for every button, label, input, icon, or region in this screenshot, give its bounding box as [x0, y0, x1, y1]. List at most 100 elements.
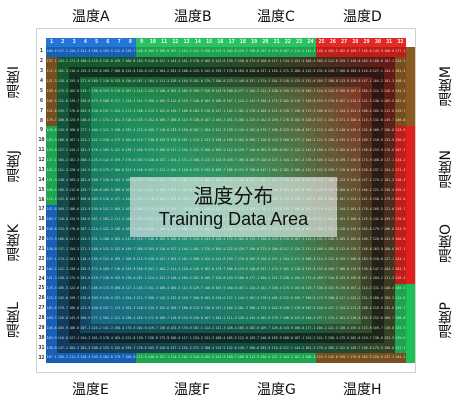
grid-cell: 186.8 [124, 254, 136, 265]
grid-cell: 106.8 [68, 303, 80, 314]
grid-cell: 107.1 [282, 145, 294, 156]
grid-cell: 154.2 [338, 303, 350, 314]
row-number: 14 [37, 175, 46, 186]
grid-cell: 161.3 [293, 155, 305, 166]
grid-cell: 178.4 [46, 284, 58, 294]
grid-cell: 123.9 [136, 353, 148, 363]
grid-cell: 149.7 [394, 303, 406, 314]
row-number: 18 [37, 214, 46, 225]
grid-cell: 176.8 [293, 303, 305, 314]
grid-cell: 111.3 [158, 76, 170, 87]
grid-cell: 148.4 [372, 96, 384, 107]
right-edge-cell [406, 343, 415, 354]
grid-cell: 129.7 [136, 234, 148, 245]
grid-cell: 119.7 [136, 135, 148, 146]
grid-cell: 149.7 [338, 254, 350, 265]
grid-cell: 137.1 [46, 56, 58, 67]
grid-cell: 102.6 [226, 47, 238, 57]
grid-cell: 155.5 [136, 313, 148, 324]
column-number: 23 [293, 38, 305, 47]
grid-cell: 151.3 [349, 106, 361, 117]
grid-cell: 147.1 [361, 76, 373, 87]
grid-cell: 158.4 [46, 86, 58, 97]
grid-cell: 128.4 [169, 76, 181, 87]
grid-cell: 188.4 [147, 293, 159, 304]
grid-cell: 119.7 [361, 333, 373, 344]
grid-cell: 186.8 [394, 313, 406, 324]
bottom-edge-cell [181, 363, 193, 372]
grid-cell: 124.2 [181, 47, 193, 57]
grid-cell: 131.3 [372, 284, 384, 294]
grid-cell: 140.0 [248, 264, 260, 275]
grid-cell: 147.1 [102, 205, 114, 215]
grid-cell: 127.1 [214, 106, 226, 117]
grid-cell: 143.9 [372, 47, 384, 57]
grid-cell: 128.4 [338, 224, 350, 235]
grid-cell: 119.7 [293, 96, 305, 107]
bottom-edge-cell [192, 363, 204, 372]
right-edge-cell [406, 66, 415, 77]
grid-cell: 132.6 [113, 244, 125, 255]
grid-cell: 186.8 [338, 264, 350, 275]
grid-cell: 186.8 [169, 116, 181, 126]
grid-cell: 169.7 [57, 205, 69, 215]
grid-cell: 152.6 [102, 254, 114, 265]
grid-cell: 114.2 [293, 47, 305, 57]
grid-cell: 114.2 [192, 135, 204, 146]
grid-cell: 180.0 [113, 185, 125, 196]
grid-cell: 134.2 [394, 155, 406, 166]
grid-cell: 144.2 [338, 205, 350, 215]
grid-cell: 106.8 [124, 353, 136, 363]
grid-cell: 157.1 [361, 175, 373, 186]
grid-cell: 150.0 [338, 86, 350, 97]
grid-cell: 117.1 [68, 234, 80, 245]
grid-cell: 152.6 [158, 303, 170, 314]
grid-cell: 163.9 [57, 323, 69, 334]
grid-cell: 164.2 [214, 116, 226, 126]
grid-cell: 113.9 [394, 126, 406, 136]
grid-margin [57, 29, 69, 38]
grid-cell: 152.6 [304, 76, 316, 87]
grid-cell: 112.6 [237, 333, 249, 344]
grid-cell: 132.6 [327, 254, 339, 265]
grid-cell: 171.3 [124, 106, 136, 117]
training-area-overlay: 温度分布 Training Data Area [130, 177, 337, 237]
grid-cell: 116.8 [169, 313, 181, 324]
grid-cell: 168.4 [316, 244, 328, 255]
grid-cell: 138.4 [338, 323, 350, 334]
grid-cell: 123.9 [338, 175, 350, 186]
grid-cell: 108.4 [79, 155, 91, 166]
grid-cell: 189.7 [147, 126, 159, 136]
grid-cell: 171.3 [181, 155, 193, 166]
grid-cell: 120.0 [316, 303, 328, 314]
grid-cell: 141.3 [316, 333, 328, 344]
grid-margin [406, 29, 415, 38]
grid-cell: 166.8 [349, 254, 361, 265]
row-number: 22 [37, 254, 46, 265]
grid-cell: 156.8 [79, 96, 91, 107]
grid-cell: 178.4 [102, 333, 114, 344]
grid-cell: 105.5 [203, 56, 215, 67]
grid-cell: 160.0 [79, 313, 91, 324]
grid-cell: 171.3 [338, 116, 350, 126]
grid-cell: 143.9 [68, 313, 80, 324]
grid-cell: 166.8 [181, 106, 193, 117]
grid-cell: 142.6 [102, 155, 114, 166]
grid-cell: 187.1 [181, 135, 193, 146]
grid-cell: 133.9 [181, 313, 193, 324]
zone-label-temp-l: 温度L [6, 302, 22, 338]
grid-cell: 137.1 [316, 116, 328, 126]
grid-margin [91, 29, 103, 38]
grid-cell: 168.4 [147, 96, 159, 107]
grid-cell: 160.0 [293, 323, 305, 334]
grid-cell: 125.5 [361, 214, 373, 225]
grid-cell: 116.8 [383, 323, 395, 334]
grid-cell: 147.1 [147, 66, 159, 77]
grid-cell: 153.9 [113, 274, 125, 284]
grid-cell: 124.2 [304, 333, 316, 344]
grid-cell: 108.4 [181, 66, 193, 77]
grid-cell: 118.4 [192, 353, 204, 363]
grid-cell: 138.4 [282, 274, 294, 284]
grid-cell: 146.8 [248, 145, 260, 156]
grid-cell: 179.7 [214, 264, 226, 275]
